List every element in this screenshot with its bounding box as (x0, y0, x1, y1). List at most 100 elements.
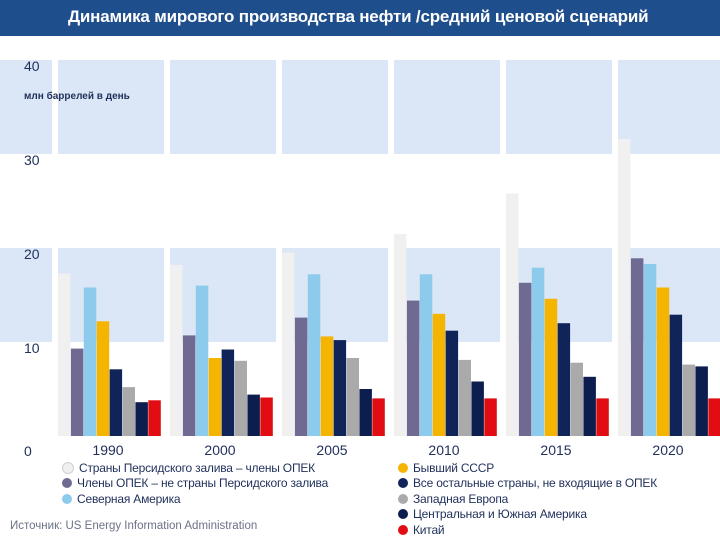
bar-2010-series-4 (432, 313, 446, 436)
bar-2015-series-5 (557, 323, 571, 436)
legend-swatch (62, 461, 74, 474)
legend: Страны Персидского залива – члены ОПЕК Чл… (0, 458, 720, 537)
background-bands (0, 60, 720, 458)
legend-label: Западная Европа (413, 491, 509, 506)
page-title: Динамика мирового производства нефти /ср… (68, 7, 649, 26)
bar-2000-series-7 (247, 394, 260, 436)
bar-1990-series-7 (135, 402, 148, 436)
bar-2015-series-3 (531, 267, 545, 436)
y-tick-label: 30 (24, 152, 40, 168)
bar-1990-series-8 (148, 400, 161, 436)
legend-swatch (62, 478, 72, 488)
y-tick-label: 40 (24, 58, 40, 74)
axis-strip (0, 436, 720, 458)
bar-1990-series-1 (58, 273, 71, 436)
x-tick-label: 2010 (428, 442, 459, 458)
x-tick-label: 2000 (204, 442, 235, 458)
bar-2010-series-7 (471, 381, 484, 436)
bar-2015-series-8 (596, 398, 609, 436)
legend-item: Члены ОПЕК – не страны Персидского залив… (62, 476, 328, 491)
bar-2000-series-8 (260, 397, 273, 436)
header-bar: Динамика мирового производства нефти /ср… (0, 0, 720, 36)
group-separator (276, 60, 282, 436)
y-axis-label: млн баррелей в день (24, 90, 130, 102)
x-tick-label: 1990 (92, 442, 123, 458)
legend-label: Члены ОПЕК – не страны Персидского залив… (77, 476, 329, 490)
x-tick-label: 2020 (652, 442, 683, 458)
y-axis-ticks: 0 10 20 30 40 (24, 58, 40, 458)
legend-item: Все остальные страны, не входящие в ОПЕК (398, 476, 657, 491)
legend-label: Китай (413, 522, 445, 537)
bar-2010-series-6 (458, 359, 471, 436)
y-tick-label: 20 (24, 246, 40, 262)
bar-1990-series-5 (109, 369, 123, 436)
bar-2005-series-6 (346, 358, 359, 436)
bar-2020-series-1 (618, 139, 631, 436)
legend-item: Западная Европа (398, 491, 508, 506)
bar-1990-series-4 (96, 321, 110, 436)
group-separator (612, 60, 618, 436)
group-separator (500, 60, 506, 436)
legend-label: Страны Персидского залива – члены ОПЕК (79, 460, 315, 475)
source-note: Источник: US Energy Information Administ… (10, 520, 258, 532)
legend-item: Центральная и Южная Америка (398, 507, 587, 522)
bar-2015-series-2 (518, 282, 532, 436)
x-tick-label: 2005 (316, 442, 347, 458)
bar-2010-series-1 (394, 233, 407, 436)
bar-1990-series-2 (70, 348, 84, 436)
legend-swatch (398, 509, 408, 519)
y-tick-label: 0 (24, 443, 32, 458)
bar-2020-series-8 (708, 398, 720, 436)
legend-swatch (398, 478, 408, 488)
bar-2005-series-2 (294, 317, 308, 436)
bar-2000-series-5 (221, 349, 235, 436)
legend-label: Бывший СССР (413, 460, 495, 475)
bar-2020-series-4 (656, 287, 670, 436)
x-axis-ticks: 1990 2000 2005 2010 2015 2020 (92, 442, 683, 458)
bar-2000-series-6 (234, 360, 247, 436)
legend-label: Все остальные страны, не входящие в ОПЕК (413, 476, 658, 490)
bar-2020-series-2 (630, 258, 644, 436)
y-tick-label: 10 (24, 340, 40, 356)
group-separator (164, 60, 170, 436)
bar-2005-series-5 (333, 340, 347, 436)
bar-1990-series-6 (122, 387, 135, 436)
bar-2015-series-6 (570, 362, 583, 436)
bar-2020-series-7 (695, 366, 708, 436)
bar-2005-series-4 (320, 336, 334, 436)
band-10-20 (0, 248, 720, 342)
bar-2010-series-3 (419, 274, 433, 436)
bar-2005-series-3 (307, 274, 321, 436)
bar-2010-series-5 (445, 330, 459, 436)
legend-swatch (398, 462, 408, 473)
bar-2000-series-4 (208, 358, 222, 436)
bar-2005-series-1 (282, 252, 295, 436)
bar-2020-series-3 (643, 264, 657, 436)
legend-swatch (398, 493, 408, 504)
legend-label: Центральная и Южная Америка (413, 507, 587, 521)
legend-swatch (398, 524, 408, 535)
legend-item: Страны Персидского залива – члены ОПЕК (62, 460, 315, 475)
bars (58, 139, 720, 436)
bar-2010-series-8 (484, 398, 497, 436)
bar-2005-series-7 (359, 389, 372, 436)
legend-label: Северная Америка (77, 491, 181, 506)
bar-2000-series-3 (195, 285, 209, 436)
legend-swatch (62, 493, 72, 504)
legend-item: Бывший СССР (398, 460, 494, 475)
bar-2020-series-5 (669, 314, 683, 436)
x-tick-label: 2015 (540, 442, 571, 458)
bar-2000-series-2 (182, 335, 196, 436)
bar-2015-series-4 (544, 298, 558, 436)
bar-1990-series-3 (83, 287, 97, 436)
bar-2015-series-1 (506, 193, 519, 436)
bar-chart: 1990 2000 2005 2010 2015 2020 0 10 20 30 40 млн б… (0, 58, 720, 458)
bar-2000-series-1 (170, 264, 183, 436)
legend-item: Китай (398, 522, 445, 537)
group-separator (52, 60, 58, 436)
legend-item: Северная Америка (62, 491, 181, 506)
bar-2010-series-2 (406, 300, 420, 436)
bar-2020-series-6 (682, 364, 695, 436)
band-30-40 (0, 60, 720, 154)
bar-2015-series-7 (583, 376, 596, 436)
